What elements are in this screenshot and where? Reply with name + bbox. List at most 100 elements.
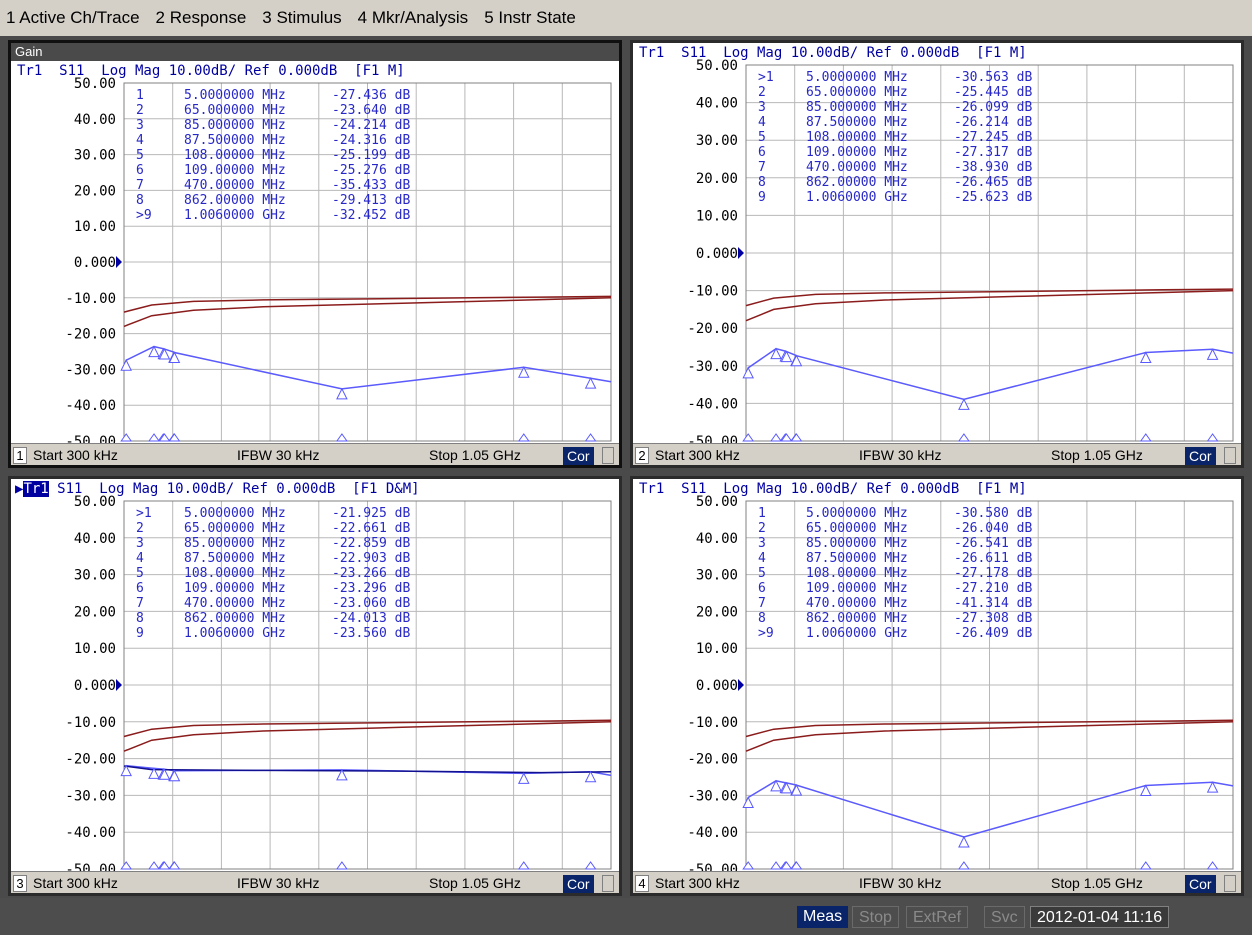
channel-number[interactable]: 4 — [635, 875, 649, 892]
trace-plot[interactable]: 50.00 40.00 30.00 20.00 10.00 0.000 -10.00 -20.… — [633, 479, 1241, 871]
marker-triangle[interactable] — [158, 768, 171, 780]
marker-triangle[interactable] — [1206, 348, 1219, 360]
marker-bottom-triangle — [770, 433, 782, 442]
y-tick-label: -10.00 — [687, 284, 738, 300]
marker-triangle[interactable] — [780, 781, 793, 794]
marker-triangle[interactable] — [168, 769, 181, 782]
ifbw-label[interactable]: IFBW 30 kHz — [237, 875, 320, 891]
marker-triangle[interactable] — [742, 796, 754, 809]
marker-frequency: 108.00000 MHz — [184, 148, 286, 163]
marker-value: -27.317 dB — [954, 145, 1032, 160]
marker-value: -27.436 dB — [332, 88, 410, 103]
y-tick-label: 0.000 — [696, 246, 738, 262]
marker-number: 9 — [136, 626, 144, 641]
channel-status-bar: 3 Start 300 kHz IFBW 30 kHz Stop 1.05 GHz Co… — [11, 871, 619, 893]
channel-window-2[interactable]: Tr1 S11 Log Mag 10.00dB/ Ref 0.000dB [F1… — [630, 40, 1244, 468]
stop-frequency[interactable]: Stop 1.05 GHz — [1051, 447, 1143, 463]
marker-number: 4 — [758, 551, 766, 566]
marker-value: -26.541 dB — [954, 536, 1032, 551]
marker-triangle[interactable] — [790, 354, 803, 367]
marker-triangle[interactable] — [790, 784, 803, 796]
marker-triangle[interactable] — [584, 770, 597, 783]
marker-triangle[interactable] — [148, 767, 160, 779]
y-tick-label: -30.00 — [65, 788, 116, 804]
stop-frequency[interactable]: Stop 1.05 GHz — [429, 447, 521, 463]
ifbw-label[interactable]: IFBW 30 kHz — [859, 875, 942, 891]
datetime-display: 2012-01-04 11:16 — [1030, 906, 1170, 928]
marker-triangle[interactable] — [780, 350, 793, 363]
marker-frequency: 109.00000 MHz — [806, 581, 908, 596]
correction-indicator[interactable]: Cor — [563, 447, 594, 465]
marker-triangle[interactable] — [958, 398, 970, 410]
marker-frequency: 109.00000 MHz — [184, 581, 286, 596]
marker-value: -26.465 dB — [954, 175, 1032, 190]
marker-triangle[interactable] — [120, 764, 132, 777]
correction-indicator[interactable]: Cor — [1185, 447, 1216, 465]
marker-frequency: 1.0060000 GHz — [184, 208, 286, 223]
start-frequency[interactable]: Start 300 kHz — [33, 875, 118, 891]
menu-stimulus[interactable]: 3 Stimulus — [262, 8, 342, 27]
channel-window-1[interactable]: Gain Tr1 S11 Log Mag 10.00dB/ Ref 0.000dB… — [8, 40, 622, 468]
marker-triangle[interactable] — [958, 835, 970, 848]
marker-triangle[interactable] — [770, 779, 782, 792]
marker-number: 3 — [758, 100, 766, 115]
correction-indicator[interactable]: Cor — [1185, 875, 1216, 893]
marker-triangle[interactable] — [336, 768, 348, 781]
marker-number: 1 — [758, 506, 766, 521]
marker-triangle[interactable] — [120, 359, 132, 371]
marker-value: -27.245 dB — [954, 130, 1032, 145]
marker-triangle[interactable] — [1139, 351, 1152, 364]
channel-window-4[interactable]: Tr1 S11 Log Mag 10.00dB/ Ref 0.000dB [F1… — [630, 476, 1244, 896]
y-tick-label: -20.00 — [65, 327, 116, 343]
ifbw-label[interactable]: IFBW 30 kHz — [237, 447, 320, 463]
stop-frequency[interactable]: Stop 1.05 GHz — [1051, 875, 1143, 891]
marker-number: 7 — [758, 596, 766, 611]
marker-triangle[interactable] — [336, 387, 348, 400]
menu-instr-state[interactable]: 5 Instr State — [484, 8, 576, 27]
memory-trace-line — [745, 289, 1234, 322]
start-frequency[interactable]: Start 300 kHz — [655, 447, 740, 463]
marker-number: 2 — [758, 85, 766, 100]
marker-triangle[interactable] — [742, 366, 754, 379]
marker-triangle[interactable] — [1206, 781, 1219, 793]
y-tick-label: -50.00 — [65, 434, 116, 443]
y-tick-label: 30.00 — [74, 148, 116, 164]
channel-number[interactable]: 1 — [13, 447, 27, 464]
marker-triangle[interactable] — [168, 351, 181, 363]
channel-number[interactable]: 2 — [635, 447, 649, 464]
y-tick-label: 0.000 — [696, 678, 738, 694]
trace-plot[interactable]: 50.00 40.00 30.00 20.00 10.00 0.000 -10.00 -20.… — [11, 43, 619, 443]
marker-triangle[interactable] — [148, 345, 160, 358]
trace-plot[interactable]: 50.00 40.00 30.00 20.00 10.00 0.000 -10.00 -20.… — [633, 43, 1241, 443]
menu-response[interactable]: 2 Response — [155, 8, 247, 27]
marker-value: -27.210 dB — [954, 581, 1032, 596]
start-frequency[interactable]: Start 300 kHz — [33, 447, 118, 463]
marker-bottom-triangle — [770, 861, 782, 870]
marker-bottom-triangle — [158, 433, 171, 442]
marker-triangle[interactable] — [158, 347, 171, 360]
marker-frequency: 470.00000 MHz — [184, 178, 286, 193]
start-frequency[interactable]: Start 300 kHz — [655, 875, 740, 891]
marker-triangle[interactable] — [584, 377, 597, 389]
marker-triangle[interactable] — [1139, 784, 1152, 796]
channel-number[interactable]: 3 — [13, 875, 27, 892]
marker-number: 4 — [136, 133, 144, 148]
trace-plot[interactable]: 50.00 40.00 30.00 20.00 10.00 0.000 -10.00 -20.… — [11, 479, 619, 871]
correction-indicator[interactable]: Cor — [563, 875, 594, 893]
marker-triangle[interactable] — [517, 366, 530, 378]
marker-value: -35.433 dB — [332, 178, 410, 193]
channel-window-3[interactable]: ▶Tr1 S11 Log Mag 10.00dB/ Ref 0.000dB [F… — [8, 476, 622, 896]
plot-border — [745, 500, 1234, 870]
marker-triangle[interactable] — [770, 347, 782, 360]
active-trace-label[interactable]: Tr1 — [23, 481, 49, 497]
menu-mkr-analysis[interactable]: 4 Mkr/Analysis — [357, 8, 469, 27]
ifbw-label[interactable]: IFBW 30 kHz — [859, 447, 942, 463]
stop-frequency[interactable]: Stop 1.05 GHz — [429, 875, 521, 891]
marker-triangle[interactable] — [517, 772, 530, 784]
marker-bottom-triangle — [584, 861, 597, 870]
menu-active-ch-trace[interactable]: 1 Active Ch/Trace — [6, 8, 140, 27]
marker-number: 6 — [136, 581, 144, 596]
channel-status-bar: 1 Start 300 kHz IFBW 30 kHz Stop 1.05 GHz Co… — [11, 443, 619, 465]
y-tick-label: 20.00 — [696, 604, 738, 620]
marker-bottom-triangle — [584, 433, 597, 442]
